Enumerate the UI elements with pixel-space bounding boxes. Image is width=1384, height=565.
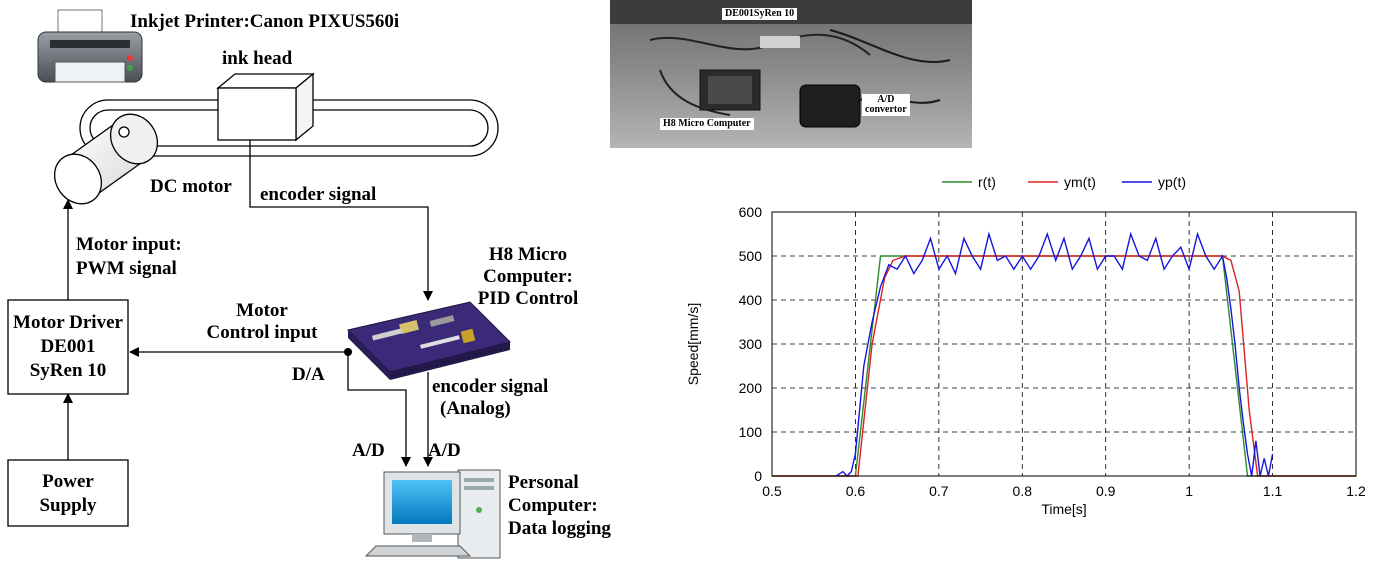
h8-label-1: H8 Micro bbox=[489, 244, 567, 265]
h8-label-2: Computer: bbox=[483, 266, 573, 287]
chart-ticks: 0.5 0.6 0.7 0.8 0.9 1 1.1 1.2 0 100 200 300 400 500 60… bbox=[739, 204, 1366, 499]
photo-label-driver: DE001SyRen 10 bbox=[722, 8, 798, 20]
plot-area bbox=[771, 211, 1357, 477]
y-axis-label: Speed[mm/s] bbox=[685, 303, 701, 385]
x-axis-label: Time[s] bbox=[1041, 501, 1086, 517]
y-tick-label: 0 bbox=[754, 468, 762, 484]
x-tick-label: 1.1 bbox=[1263, 483, 1283, 499]
pc-label-2: Computer: bbox=[508, 495, 598, 516]
ink-head bbox=[216, 72, 315, 142]
y-tick-label: 200 bbox=[739, 380, 763, 396]
series-line-rt bbox=[772, 255, 1356, 477]
power-supply-box bbox=[7, 459, 129, 527]
motor-driver-label-3: SyRen 10 bbox=[30, 360, 107, 381]
motor-input-label-2: PWM signal bbox=[76, 258, 177, 279]
motor-driver-label-1: Motor Driver bbox=[13, 312, 123, 333]
printer-label: Inkjet Printer:Canon PIXUS560i bbox=[130, 11, 399, 32]
y-tick-label: 100 bbox=[739, 424, 763, 440]
photo-label-ad: A/D convertor bbox=[862, 94, 910, 116]
legend-label: ym(t) bbox=[1064, 174, 1096, 190]
motor-control-label-2: Control input bbox=[206, 322, 318, 343]
series-line-ypt bbox=[835, 231, 1274, 478]
ad-label-2: A/D bbox=[428, 440, 461, 461]
da-label: D/A bbox=[292, 364, 325, 385]
y-tick-label: 400 bbox=[739, 292, 763, 308]
encoder-signal-label: encoder signal bbox=[260, 184, 376, 205]
ink-head-label: ink head bbox=[222, 48, 293, 69]
x-tick-label: 0.6 bbox=[846, 483, 866, 499]
y-tick-label: 500 bbox=[739, 248, 763, 264]
encoder-analog-label-2: (Analog) bbox=[440, 398, 511, 419]
legend-label: r(t) bbox=[978, 174, 996, 190]
x-tick-label: 0.5 bbox=[762, 483, 782, 499]
y-tick-label: 300 bbox=[739, 336, 763, 352]
x-tick-label: 0.9 bbox=[1096, 483, 1116, 499]
motor-driver-label-2: DE001 bbox=[41, 336, 96, 357]
photo-label-ad-2: convertor bbox=[865, 104, 907, 115]
photo-label-ad-1: A/D bbox=[877, 94, 895, 105]
pc-label-1: Personal bbox=[508, 472, 579, 493]
motor-control-label-1: Motor bbox=[236, 300, 288, 321]
h8-label-3: PID Control bbox=[478, 288, 578, 309]
dc-motor bbox=[53, 113, 159, 205]
encoder-analog-label-1: encoder signal bbox=[432, 376, 548, 397]
photo-label-h8: H8 Micro Computer bbox=[660, 118, 754, 130]
speed-chart: r(t) ym(t) yp(t) 0.5 0.6 0.7 0.8 0.9 1 1.1 1.2 0 10… bbox=[685, 174, 1366, 517]
pc-label-3: Data logging bbox=[508, 518, 611, 539]
motor-input-label-1: Motor input: bbox=[76, 234, 182, 255]
computer-icon bbox=[364, 469, 501, 559]
hardware-photo: DE001SyRen 10 H8 Micro Computer A/D conv… bbox=[610, 0, 972, 148]
x-tick-label: 1 bbox=[1185, 483, 1193, 499]
series-line-ymt bbox=[772, 255, 1356, 477]
encoder-signal-line bbox=[249, 140, 433, 301]
x-tick-label: 0.7 bbox=[929, 483, 949, 499]
dc-motor-label: DC motor bbox=[150, 176, 232, 197]
legend-label: yp(t) bbox=[1158, 174, 1186, 190]
y-tick-label: 600 bbox=[739, 204, 763, 220]
printer-icon bbox=[37, 9, 143, 83]
power-supply-label-2: Supply bbox=[39, 495, 97, 516]
system-block-diagram: Inkjet Printer:Canon PIXUS560i ink head … bbox=[7, 9, 611, 559]
chart-grid bbox=[772, 212, 1356, 476]
h8-board-icon bbox=[347, 301, 511, 380]
x-tick-label: 0.8 bbox=[1013, 483, 1033, 499]
ad-label-1: A/D bbox=[352, 440, 385, 461]
da-to-pc-line bbox=[347, 352, 411, 467]
chart-legend: r(t) ym(t) yp(t) bbox=[942, 174, 1186, 190]
power-supply-label-1: Power bbox=[42, 471, 94, 492]
chart-series bbox=[772, 231, 1356, 478]
x-tick-label: 1.2 bbox=[1346, 483, 1366, 499]
